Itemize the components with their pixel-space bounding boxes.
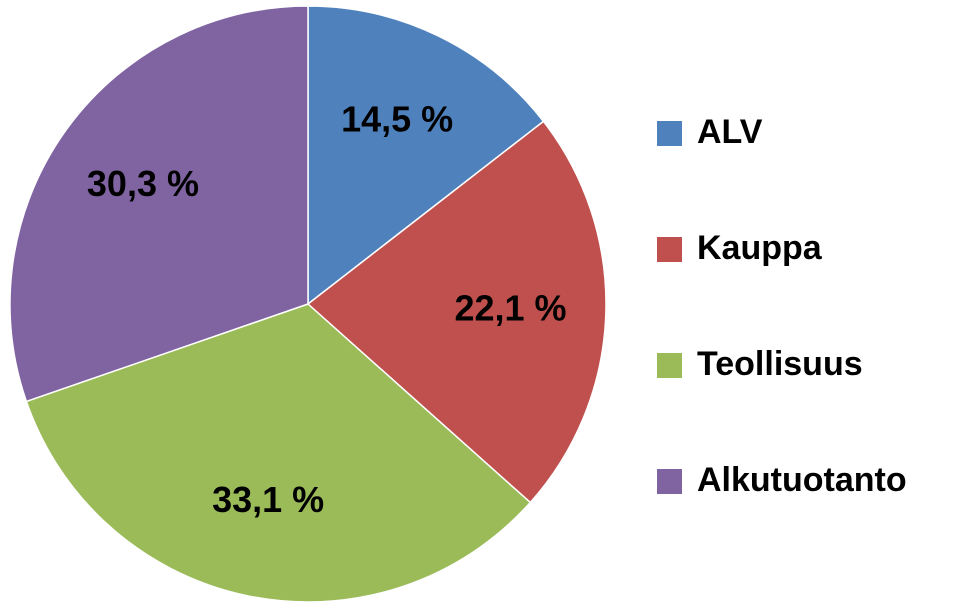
legend-label: Alkutuotanto: [697, 461, 907, 499]
value-label: 14,5 %: [341, 99, 453, 140]
value-label: 30,3 %: [87, 163, 199, 204]
pie-slice: [306, 120, 607, 504]
legend-swatch: [657, 237, 682, 262]
value-label: 33,1 %: [212, 479, 324, 520]
pie-slice: [9, 5, 309, 403]
pie-slice: [307, 5, 545, 306]
legend-label: ALV: [697, 113, 763, 151]
legend-swatch: [657, 469, 682, 494]
value-label: 22,1 %: [454, 288, 566, 329]
legend-swatch: [657, 353, 682, 378]
pie-slice: [25, 303, 532, 603]
legend-label: Teollisuus: [697, 345, 863, 383]
legend-swatch: [657, 121, 682, 146]
legend-label: Kauppa: [697, 229, 823, 267]
